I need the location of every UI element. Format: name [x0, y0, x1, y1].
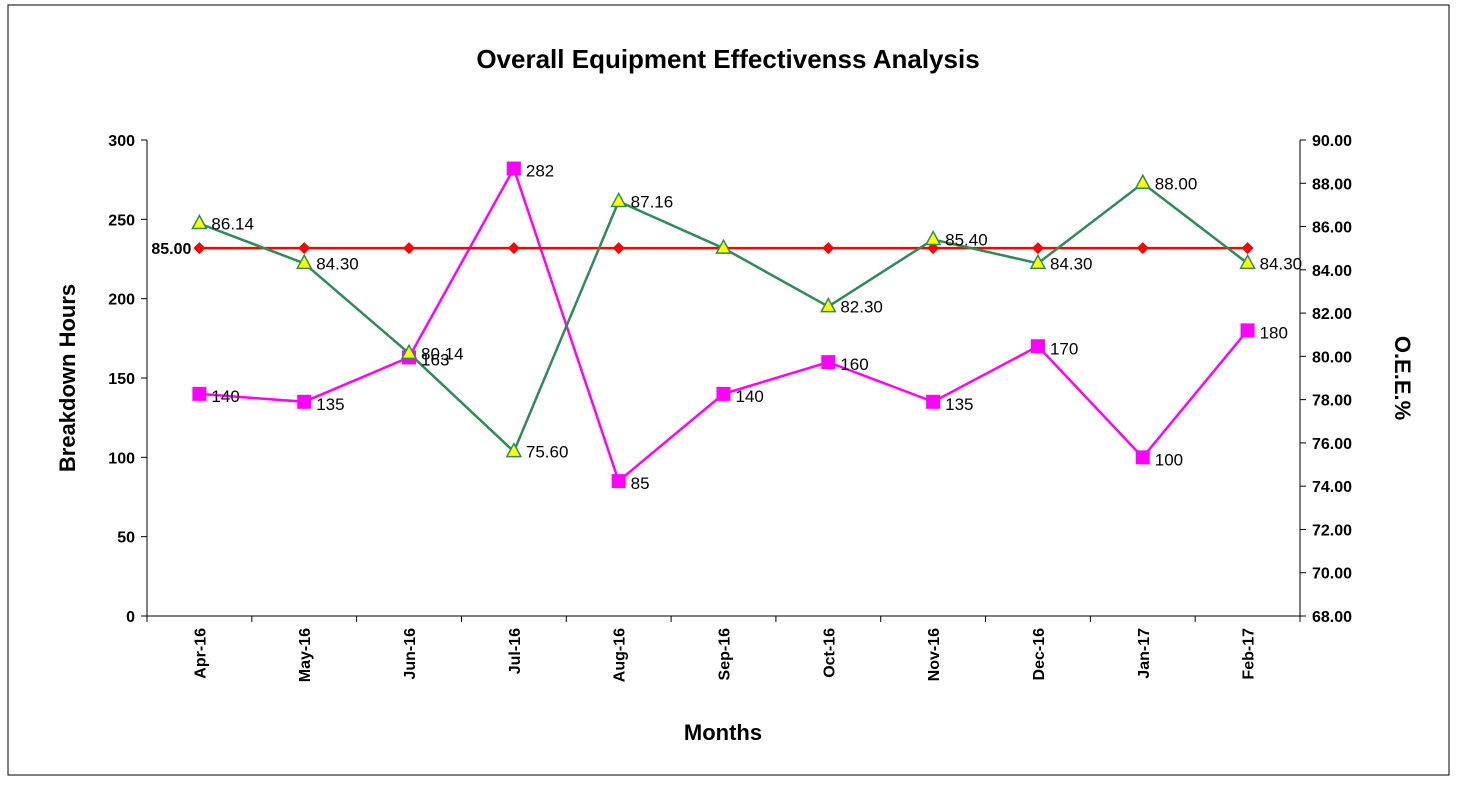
triangle-marker [505, 441, 523, 458]
diamond-marker [403, 242, 416, 255]
x-tick-label: May-16 [297, 628, 314, 682]
square-marker [611, 474, 626, 489]
x-tick-label: Dec-16 [1031, 628, 1048, 681]
data-label: 84.30 [1260, 254, 1303, 273]
triangle-marker [924, 229, 942, 246]
y2-tick-label: 70.00 [1312, 566, 1352, 583]
data-label: 86.14 [211, 215, 254, 234]
data-label: 140 [736, 387, 764, 406]
data-label: 140 [211, 387, 239, 406]
triangle-marker [1029, 253, 1047, 270]
x-tick-label: Aug-16 [612, 628, 629, 682]
x-tick-label: Nov-16 [926, 628, 943, 681]
y-tick-label: 100 [108, 450, 135, 467]
data-label: 84.30 [316, 254, 359, 273]
chart-title: Overall Equipment Effectivenss Analysis [476, 44, 979, 74]
x-tick-label: Oct-16 [821, 628, 838, 678]
triangle-marker [295, 253, 313, 270]
data-label: 163 [421, 350, 449, 369]
diamond-marker [193, 242, 206, 255]
y-tick-label: 150 [108, 371, 135, 388]
square-marker [1135, 450, 1150, 465]
triangle-marker [191, 213, 208, 230]
square-marker [1240, 323, 1255, 338]
triangle-marker [1239, 253, 1256, 270]
y2-tick-label: 90.00 [1312, 133, 1352, 150]
data-label: 282 [526, 162, 554, 181]
x-tick-label: Sep-16 [717, 628, 734, 681]
y2-tick-label: 68.00 [1312, 609, 1352, 626]
data-label: 87.16 [631, 192, 674, 211]
triangle-marker [610, 191, 627, 208]
diamond-marker [1241, 242, 1254, 255]
square-marker [506, 161, 521, 176]
data-label: 85.00 [151, 241, 191, 258]
x-tick-label: Apr-16 [192, 628, 209, 679]
data-label: 80.14 [421, 344, 464, 363]
x-tick-label: Jul-16 [507, 628, 524, 674]
square-marker [192, 386, 207, 401]
data-label: 75.60 [526, 443, 569, 462]
y2-tick-label: 72.00 [1312, 522, 1352, 539]
square-marker [926, 394, 941, 409]
diamond-marker [298, 242, 311, 255]
y2-tick-label: 80.00 [1312, 349, 1352, 366]
data-label: 100 [1155, 450, 1183, 469]
y-tick-label: 250 [108, 212, 135, 229]
triangle-marker [715, 238, 732, 254]
y-tick-label: 50 [117, 530, 135, 547]
y2-tick-label: 76.00 [1312, 436, 1352, 453]
diamond-marker [822, 242, 835, 255]
y-tick-label: 0 [126, 609, 135, 626]
diamond-marker [507, 242, 520, 255]
y2-tick-label: 84.00 [1312, 263, 1352, 280]
x-tick-label: Jun-16 [402, 628, 419, 680]
data-label: 135 [945, 395, 973, 414]
x-tick-label: Jan-17 [1136, 628, 1153, 679]
y2-axis-title: O.E.E.% [1390, 336, 1415, 420]
y2-tick-label: 74.00 [1312, 479, 1352, 496]
data-label: 85.40 [945, 231, 988, 250]
y2-tick-label: 82.00 [1312, 306, 1352, 323]
data-label: 82.30 [840, 298, 883, 317]
triangle-marker [1134, 173, 1152, 190]
data-label: 170 [1050, 339, 1078, 358]
y-tick-label: 300 [108, 133, 135, 150]
data-label: 84.30 [1050, 254, 1093, 273]
y2-tick-label: 78.00 [1312, 393, 1352, 410]
diamond-marker [1031, 242, 1044, 255]
x-tick-label: Feb-17 [1241, 628, 1258, 680]
square-marker [821, 355, 836, 370]
diamond-marker [612, 242, 625, 255]
data-label: 135 [316, 395, 344, 414]
y2-tick-label: 88.00 [1312, 176, 1352, 193]
data-label: 180 [1260, 323, 1288, 342]
y2-tick-label: 86.00 [1312, 220, 1352, 237]
y-axis-title: Breakdown Hours [55, 284, 80, 472]
triangle-marker [820, 297, 837, 313]
y-tick-label: 200 [108, 292, 135, 309]
square-marker [1030, 339, 1045, 354]
triangle-marker [400, 343, 418, 360]
data-label: 160 [840, 355, 868, 374]
x-axis-title: Months [684, 720, 762, 745]
data-label: 85 [631, 474, 650, 493]
data-label: 88.00 [1155, 174, 1198, 193]
square-marker [716, 386, 731, 401]
square-marker [297, 394, 312, 409]
diamond-marker [1136, 242, 1149, 255]
